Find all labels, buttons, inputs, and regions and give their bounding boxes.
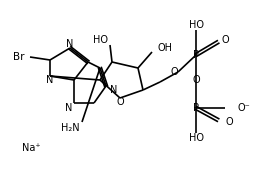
Text: O: O bbox=[192, 75, 200, 85]
Text: HO: HO bbox=[188, 20, 203, 30]
Text: Br: Br bbox=[13, 52, 24, 62]
Text: N: N bbox=[66, 39, 74, 49]
Text: OH: OH bbox=[158, 43, 173, 53]
Text: O: O bbox=[170, 67, 178, 77]
Text: P: P bbox=[193, 50, 199, 60]
Text: N: N bbox=[110, 85, 117, 95]
Text: P: P bbox=[193, 103, 199, 113]
Text: H₂N: H₂N bbox=[61, 123, 80, 133]
Text: HO: HO bbox=[93, 35, 108, 45]
Text: O: O bbox=[225, 117, 233, 127]
Text: Na⁺: Na⁺ bbox=[22, 143, 41, 153]
Text: O: O bbox=[222, 35, 230, 45]
Text: HO: HO bbox=[188, 133, 203, 143]
Text: O: O bbox=[116, 97, 124, 107]
Text: N: N bbox=[65, 103, 72, 113]
Text: N: N bbox=[46, 75, 54, 85]
Text: O⁻: O⁻ bbox=[238, 103, 251, 113]
